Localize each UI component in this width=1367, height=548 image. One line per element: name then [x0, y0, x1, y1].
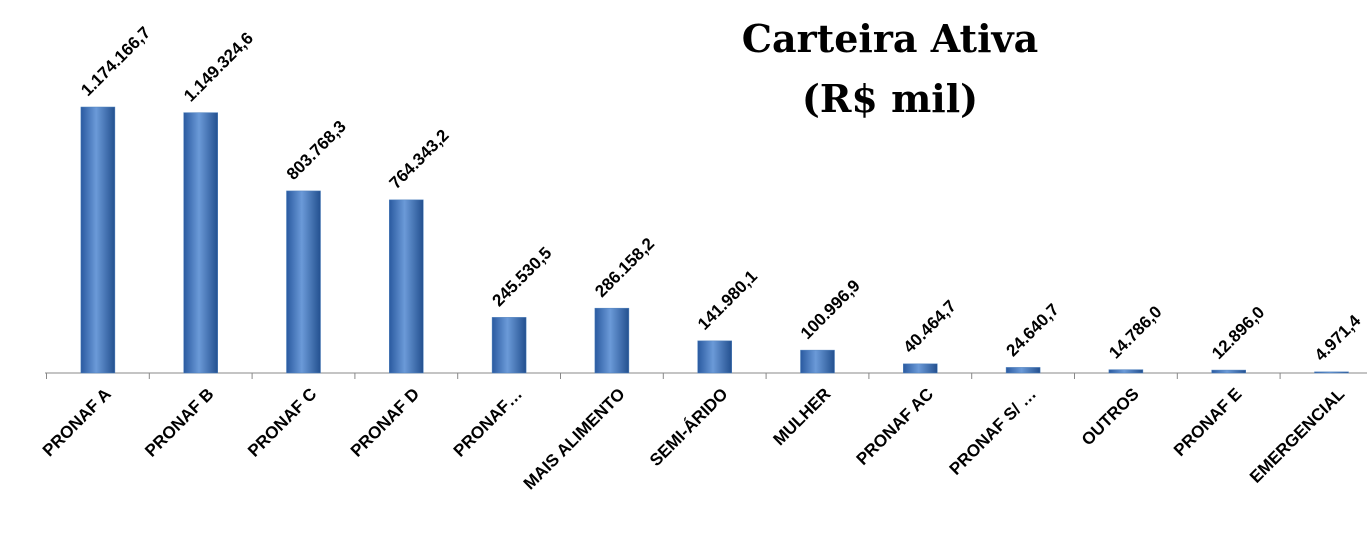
value-label: 286.158,2 — [591, 234, 658, 301]
value-label: 14.786,0 — [1105, 302, 1165, 362]
x-tick-label: PRONAF A — [39, 384, 115, 460]
chart-title: Carteira Ativa — [742, 16, 1038, 61]
value-label: 245.530,5 — [488, 243, 555, 310]
value-label: 141.980,1 — [694, 267, 761, 334]
chart-subtitle: (R$ mil) — [802, 76, 978, 121]
bar — [1109, 370, 1143, 373]
value-label: 764.343,2 — [386, 126, 453, 193]
bar — [595, 308, 629, 373]
value-label: 100.996,9 — [797, 276, 864, 343]
bar — [184, 113, 218, 373]
x-tick-label: EMERGENCIAL — [1246, 384, 1348, 486]
value-label: 40.464,7 — [900, 296, 960, 356]
x-tick-label: SEMI-ÁRIDO — [646, 384, 732, 470]
bar — [492, 317, 526, 373]
value-label: 1.149.324,6 — [180, 29, 257, 106]
bar — [287, 191, 321, 373]
x-tick-label: MAIS ALIMENTO — [520, 384, 629, 493]
x-tick-label: PRONAF D — [347, 384, 423, 460]
x-tick-label: PRONAF B — [141, 384, 217, 460]
x-tick-label: MULHER — [769, 384, 834, 449]
bar — [389, 200, 423, 373]
value-label: 12.896,0 — [1208, 303, 1268, 363]
value-label: 4.971,4 — [1311, 311, 1365, 365]
value-label: 803.768,3 — [283, 117, 350, 184]
x-tick-label: OUTROS — [1078, 384, 1143, 449]
bar — [1315, 372, 1349, 373]
x-tick-label: PRONAF… — [450, 384, 526, 460]
value-label: 1.174.166,7 — [77, 23, 154, 100]
x-tick-label: PRONAF S/ … — [946, 384, 1040, 478]
bar — [698, 341, 732, 373]
x-tick-label: PRONAF C — [244, 384, 320, 460]
x-tick-label: PRONAF AC — [853, 384, 937, 468]
chart: Carteira Ativa (R$ mil) PRONAF A 1.174.16… — [0, 0, 1367, 548]
bar — [801, 350, 835, 373]
value-label: 24.640,7 — [1002, 300, 1062, 360]
bar — [1006, 367, 1040, 373]
bar — [81, 107, 115, 373]
bar — [903, 364, 937, 373]
x-tick-label: PRONAF E — [1170, 384, 1246, 460]
bar — [1212, 370, 1246, 373]
